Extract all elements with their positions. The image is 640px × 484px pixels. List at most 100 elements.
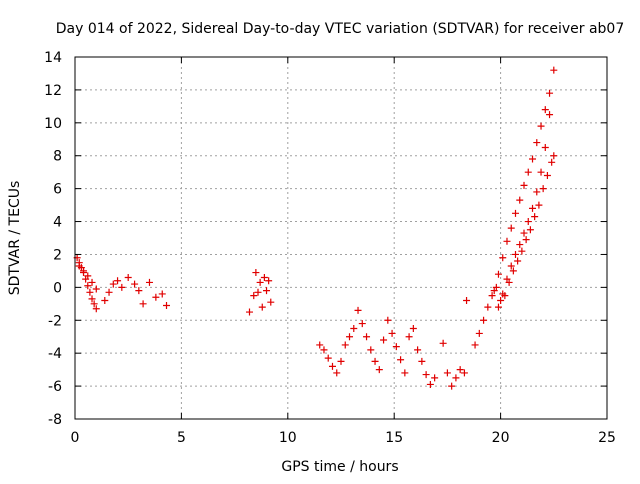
data-point bbox=[537, 168, 545, 176]
y-tick-label: 14 bbox=[44, 50, 62, 66]
data-point bbox=[363, 333, 371, 341]
data-point bbox=[418, 357, 426, 365]
data-point bbox=[533, 188, 541, 196]
data-point bbox=[526, 226, 534, 234]
y-tick-label: 6 bbox=[53, 182, 62, 198]
data-point bbox=[397, 356, 405, 364]
data-point bbox=[252, 269, 260, 277]
data-point bbox=[75, 262, 83, 270]
data-point bbox=[520, 229, 528, 237]
y-tick-label: 8 bbox=[53, 149, 62, 165]
data-point bbox=[88, 278, 96, 286]
data-point bbox=[452, 374, 460, 382]
data-point bbox=[480, 316, 488, 324]
series-cluster-8-9h bbox=[245, 269, 275, 316]
data-point bbox=[456, 366, 464, 374]
data-point bbox=[503, 237, 511, 245]
series-cluster-18.8-20h bbox=[471, 283, 505, 349]
data-point bbox=[414, 346, 422, 354]
data-point bbox=[145, 278, 153, 286]
data-point bbox=[324, 354, 332, 362]
data-point bbox=[541, 106, 549, 114]
data-point bbox=[254, 288, 262, 296]
data-point bbox=[494, 303, 502, 311]
x-tick-label: 10 bbox=[279, 430, 297, 446]
y-tick-label: 12 bbox=[44, 83, 62, 99]
grid-lines bbox=[75, 57, 607, 419]
data-point bbox=[499, 254, 507, 262]
data-point bbox=[380, 336, 388, 344]
data-point bbox=[484, 303, 492, 311]
y-tick-label: 10 bbox=[44, 116, 62, 132]
x-tick-label: 25 bbox=[598, 430, 616, 446]
data-point bbox=[371, 357, 379, 365]
data-point bbox=[490, 287, 498, 295]
data-point bbox=[392, 343, 400, 351]
y-axis-label: SDTVAR / TECUs bbox=[7, 181, 23, 296]
data-point bbox=[503, 275, 511, 283]
data-point bbox=[550, 66, 558, 74]
data-point bbox=[152, 293, 160, 301]
y-tick-label: -8 bbox=[48, 412, 62, 428]
data-point bbox=[529, 204, 537, 212]
data-point bbox=[550, 152, 558, 160]
data-point bbox=[158, 290, 166, 298]
series-rise-19.9-22.5h-mid bbox=[494, 111, 554, 311]
data-point bbox=[524, 168, 532, 176]
data-point bbox=[86, 288, 94, 296]
data-point bbox=[80, 267, 88, 275]
data-point bbox=[84, 282, 92, 290]
data-point bbox=[516, 196, 524, 204]
data-point bbox=[511, 209, 519, 217]
data-point bbox=[409, 325, 417, 332]
data-point bbox=[531, 213, 539, 221]
data-point bbox=[546, 111, 554, 119]
x-tick-label: 20 bbox=[492, 430, 510, 446]
data-point bbox=[518, 247, 526, 255]
data-point bbox=[163, 301, 171, 309]
data-point bbox=[260, 273, 268, 281]
axis-ticks: 0 5 10 15 20 25 -8 -6 -4 -2 0 2 4 6 8 10 12 14 bbox=[44, 50, 616, 446]
series-cluster-14.7-17h bbox=[384, 316, 439, 388]
data-point bbox=[350, 325, 358, 332]
data-point bbox=[448, 382, 456, 390]
data-point bbox=[92, 305, 100, 313]
data-point bbox=[337, 357, 345, 365]
data-point bbox=[543, 171, 551, 179]
data-point bbox=[109, 280, 117, 288]
data-point bbox=[316, 341, 324, 349]
x-tick-label: 15 bbox=[385, 430, 403, 446]
series-cluster-0-1h bbox=[73, 254, 100, 313]
data-point bbox=[375, 366, 383, 374]
y-tick-label: -6 bbox=[48, 379, 62, 395]
data-point bbox=[494, 270, 502, 278]
data-point bbox=[529, 155, 537, 163]
data-point bbox=[475, 329, 483, 337]
data-point bbox=[267, 298, 275, 306]
data-point bbox=[546, 89, 554, 97]
data-point bbox=[497, 297, 505, 305]
data-point bbox=[431, 374, 439, 382]
plot-frame bbox=[74, 56, 608, 420]
series-rise-20-22.5h bbox=[490, 66, 558, 295]
data-point bbox=[509, 267, 517, 275]
data-point bbox=[258, 303, 266, 311]
data-point bbox=[443, 369, 451, 377]
data-point bbox=[346, 333, 354, 341]
series-cluster-17.3-18.5h bbox=[439, 297, 471, 390]
series-rise-20.2-22.5h-lower bbox=[501, 152, 558, 300]
data-point bbox=[533, 139, 541, 147]
data-point bbox=[524, 218, 532, 226]
chart-title: Day 014 of 2022, Sidereal Day-to-day VTE… bbox=[56, 21, 625, 37]
data-point bbox=[384, 316, 392, 324]
data-point bbox=[333, 369, 341, 377]
data-point bbox=[328, 362, 336, 370]
series-cluster-1.4-4.3h bbox=[101, 273, 171, 309]
series-cluster-11.5-13h bbox=[316, 325, 358, 377]
data-point bbox=[405, 333, 413, 341]
data-point bbox=[124, 273, 132, 281]
data-point bbox=[460, 369, 468, 377]
data-point bbox=[101, 297, 109, 305]
